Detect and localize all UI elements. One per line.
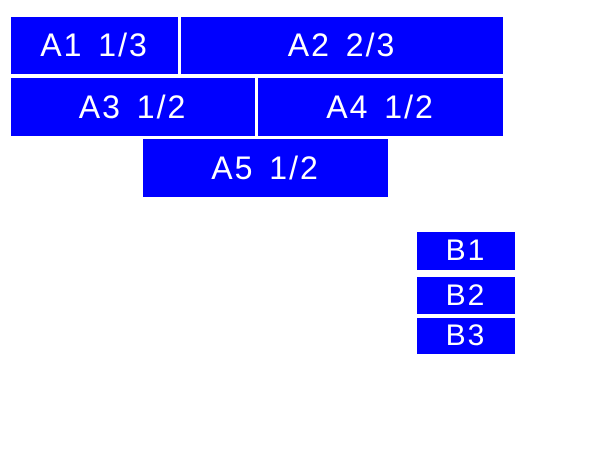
box-b1: B1 [417,232,515,270]
box-a1-label: A1 1/3 [40,27,149,63]
box-a1: A1 1/3 [11,17,178,74]
box-a5-label: A5 1/2 [211,149,320,186]
box-a5: A5 1/2 [143,139,388,197]
box-b3-label: B3 [445,319,487,352]
box-a3: A3 1/2 [11,78,255,136]
box-b2-label: B2 [445,278,487,312]
box-b1-label: B1 [445,234,487,267]
box-b3: B3 [417,318,515,354]
box-a2: A2 2/3 [181,17,503,74]
box-a4: A4 1/2 [258,78,503,136]
box-a3-label: A3 1/2 [78,88,188,125]
box-b2: B2 [417,277,515,314]
box-a4-label: A4 1/2 [326,88,435,125]
box-a2-label: A2 2/3 [287,27,397,63]
